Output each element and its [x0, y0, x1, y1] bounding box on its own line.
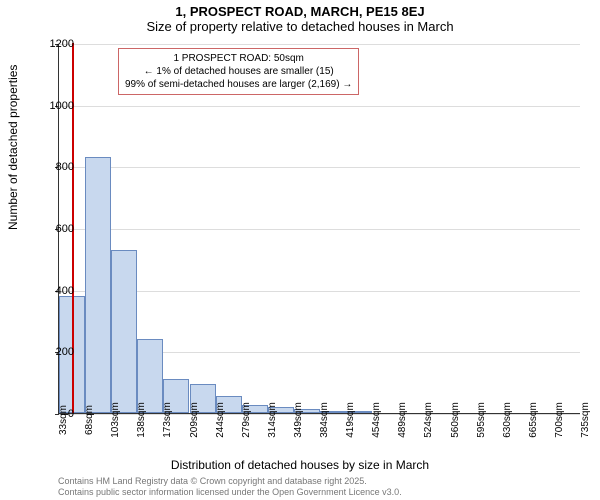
- x-tick-label: 489sqm: [397, 402, 408, 438]
- chart-title-sub: Size of property relative to detached ho…: [0, 19, 600, 36]
- x-tick-label: 595sqm: [476, 402, 487, 438]
- x-tick-label: 103sqm: [110, 402, 121, 438]
- x-tick-label: 419sqm: [345, 402, 356, 438]
- histogram-bar: [111, 250, 137, 413]
- x-tick-label: 173sqm: [162, 402, 173, 438]
- x-tick-label: 349sqm: [293, 402, 304, 438]
- x-tick-label: 560sqm: [450, 402, 461, 438]
- annotation-line1: 1 PROSPECT ROAD: 50sqm: [125, 52, 352, 65]
- y-tick-label: 1200: [44, 38, 74, 50]
- x-tick-label: 630sqm: [502, 402, 513, 438]
- x-tick-label: 524sqm: [423, 402, 434, 438]
- x-tick-label: 735sqm: [580, 402, 591, 438]
- y-tick-label: 800: [44, 161, 74, 173]
- gridline: [59, 167, 580, 168]
- x-tick-label: 279sqm: [241, 402, 252, 438]
- x-tick-label: 33sqm: [58, 405, 69, 435]
- footer-line1: Contains HM Land Registry data © Crown c…: [58, 476, 402, 487]
- x-tick-label: 384sqm: [319, 402, 330, 438]
- x-tick-label: 665sqm: [528, 402, 539, 438]
- x-tick-label: 314sqm: [267, 402, 278, 438]
- y-tick-label: 400: [44, 285, 74, 297]
- annotation-line3: 99% of semi-detached houses are larger (…: [125, 78, 352, 91]
- plot-region: [58, 44, 580, 414]
- x-tick-label: 700sqm: [554, 402, 565, 438]
- x-tick-label: 68sqm: [84, 405, 95, 435]
- gridline: [59, 229, 580, 230]
- footer-attribution: Contains HM Land Registry data © Crown c…: [58, 476, 402, 498]
- annotation-box: 1 PROSPECT ROAD: 50sqm ← 1% of detached …: [118, 48, 359, 95]
- chart-title-main: 1, PROSPECT ROAD, MARCH, PE15 8EJ: [0, 0, 600, 19]
- chart-area: 1 PROSPECT ROAD: 50sqm ← 1% of detached …: [58, 44, 580, 414]
- histogram-bar: [85, 157, 111, 413]
- x-tick-label: 209sqm: [189, 402, 200, 438]
- x-tick-label: 244sqm: [215, 402, 226, 438]
- y-tick-label: 1000: [44, 100, 74, 112]
- y-tick-label: 200: [44, 346, 74, 358]
- x-tick-label: 138sqm: [136, 402, 147, 438]
- annotation-line2: ← 1% of detached houses are smaller (15): [125, 65, 352, 78]
- y-tick-label: 600: [44, 223, 74, 235]
- gridline: [59, 44, 580, 45]
- y-axis-label: Number of detached properties: [6, 65, 20, 230]
- gridline: [59, 106, 580, 107]
- footer-line2: Contains public sector information licen…: [58, 487, 402, 498]
- x-axis-label: Distribution of detached houses by size …: [0, 458, 600, 472]
- x-tick-label: 454sqm: [371, 402, 382, 438]
